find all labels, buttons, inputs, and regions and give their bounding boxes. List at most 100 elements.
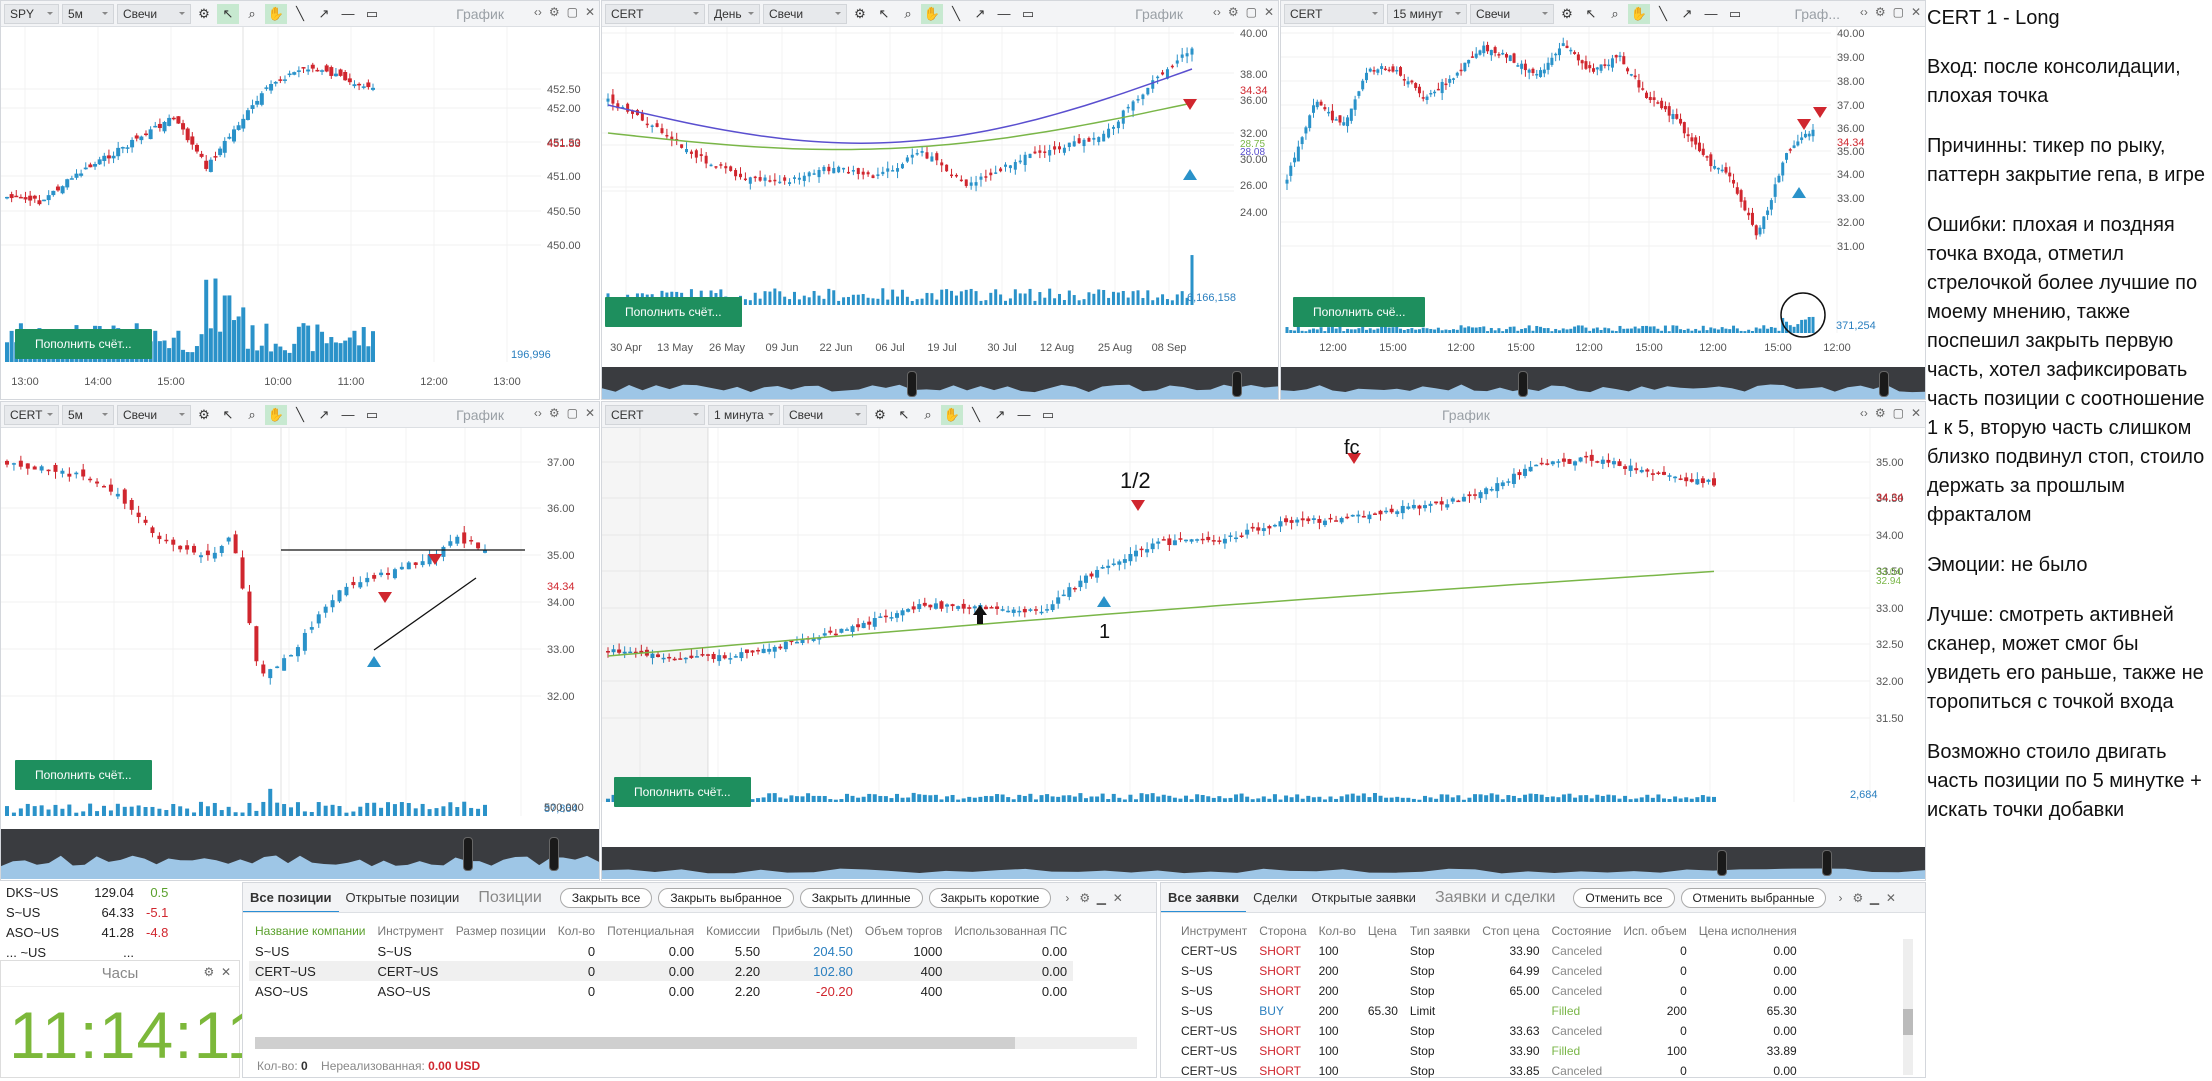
zoom-icon[interactable]: ⌕ — [904, 5, 912, 21]
table-row[interactable]: CERT~US SHORT 100 Stop 33.90 Canceled 0 0.00 — [1175, 941, 1803, 961]
close-icon[interactable]: ✕ — [1112, 890, 1123, 905]
column-header[interactable]: Инструмент — [377, 924, 444, 938]
close-icon[interactable]: ✕ — [220, 965, 231, 979]
link-icon[interactable]: ‹› — [1859, 406, 1868, 420]
interval-select[interactable]: День — [708, 3, 760, 24]
hand-icon[interactable]: ✋ — [1628, 3, 1650, 24]
rect-tool-icon[interactable]: ▭ — [365, 406, 379, 422]
gear-icon[interactable]: ⚙ — [548, 5, 560, 19]
line-tool-icon[interactable]: ╲ — [296, 406, 304, 422]
price-chart[interactable]: 452.50452.00451.50451.00450.50450.0013:0… — [1, 27, 599, 399]
close-selected-button[interactable]: Закрыть выбранное — [658, 887, 794, 908]
column-header[interactable]: Тип заявки — [1409, 924, 1471, 938]
ticker-select[interactable]: CERT — [4, 404, 59, 425]
table-row[interactable]: CERT~US SHORT 100 Stop 33.90 Filled 100 33.89 — [1175, 1041, 1803, 1061]
time-navigator[interactable] — [1, 829, 599, 879]
column-header[interactable]: Потенциальная — [607, 924, 695, 938]
hand-icon[interactable]: ✋ — [941, 404, 963, 425]
tab-all-orders[interactable]: Все заявки — [1161, 883, 1247, 912]
interval-select[interactable]: 1 минута — [708, 404, 780, 425]
column-header[interactable]: Стоп цена — [1482, 924, 1540, 938]
more-icon[interactable]: › — [1065, 890, 1070, 905]
topup-button[interactable]: Пополнить счёт... — [15, 329, 152, 359]
hline-tool-icon[interactable]: — — [1017, 407, 1031, 422]
column-header[interactable]: Прибыль (Net) — [772, 924, 853, 938]
ticker-select[interactable]: CERT — [605, 3, 705, 24]
watchlist-row[interactable]: DKS~US 129.04 0.5 — [0, 882, 174, 902]
close-icon[interactable]: ✕ — [1910, 406, 1921, 420]
close-icon[interactable]: ✕ — [584, 406, 595, 420]
close-icon[interactable]: ✕ — [1885, 890, 1896, 905]
rect-tool-icon[interactable]: ▭ — [1728, 5, 1742, 21]
indicators-icon[interactable]: ⚙ — [198, 5, 210, 21]
topup-button[interactable]: Пополнить счёт... — [15, 760, 152, 790]
column-header[interactable]: Название компании — [255, 924, 366, 938]
cursor-icon[interactable]: ↖ — [1585, 5, 1597, 21]
close-icon[interactable]: ✕ — [1910, 5, 1921, 19]
cursor-icon[interactable]: ↖ — [222, 406, 234, 422]
ticker-select[interactable]: SPY — [4, 3, 59, 24]
ticker-select[interactable]: CERT — [605, 404, 705, 425]
tab-open-positions[interactable]: Открытые позиции — [345, 890, 460, 905]
orders-scrollbar[interactable] — [1903, 939, 1913, 1075]
table-row[interactable]: CERT~US SHORT 100 Stop 33.85 Canceled 0 0.00 — [1175, 1061, 1803, 1081]
table-row[interactable]: S~US SHORT 200 Stop 64.99 Canceled 0 0.00 — [1175, 961, 1803, 981]
column-header[interactable]: Цена исполнения — [1698, 924, 1797, 938]
link-icon[interactable]: ‹› — [1212, 5, 1221, 19]
tab-trades[interactable]: Сделки — [1253, 890, 1298, 905]
table-row[interactable]: ASO~US ASO~US 0 0.00 2.20 -20.20 400 0.00 — [249, 981, 1073, 1001]
maximize-icon[interactable]: ▢ — [1892, 5, 1904, 19]
minimize-icon[interactable]: ▁ — [1869, 890, 1880, 905]
time-navigator[interactable] — [602, 847, 1925, 879]
watchlist-row[interactable]: S~US 64.33 -5.1 — [0, 902, 174, 922]
hline-tool-icon[interactable]: — — [341, 6, 355, 21]
link-icon[interactable]: ‹› — [533, 406, 542, 420]
cancel-selected-button[interactable]: Отменить выбранные — [1680, 887, 1827, 908]
line-tool-icon[interactable]: ╲ — [972, 406, 980, 422]
column-header[interactable]: Размер позиции — [455, 924, 546, 938]
line-tool-icon[interactable]: ╲ — [296, 5, 304, 21]
interval-select[interactable]: 5м — [62, 3, 114, 24]
maximize-icon[interactable]: ▢ — [566, 5, 578, 19]
rect-tool-icon[interactable]: ▭ — [1021, 5, 1035, 21]
hand-icon[interactable]: ✋ — [921, 3, 943, 24]
chart-type-select[interactable]: Свечи — [763, 3, 847, 24]
chart-type-select[interactable]: Свечи — [1470, 3, 1554, 24]
close-icon[interactable]: ✕ — [584, 5, 595, 19]
table-row[interactable]: CERT~US SHORT 100 Stop 33.63 Canceled 0 0.00 — [1175, 1021, 1803, 1041]
link-icon[interactable]: ‹› — [1859, 5, 1868, 19]
chart-type-select[interactable]: Свечи — [117, 404, 191, 425]
close-all-button[interactable]: Закрыть все — [559, 887, 653, 908]
table-row[interactable]: S~US SHORT 200 Stop 65.00 Canceled 0 0.00 — [1175, 981, 1803, 1001]
maximize-icon[interactable]: ▢ — [1892, 406, 1904, 420]
topup-button[interactable]: Пополнить счё... — [1293, 297, 1426, 327]
close-short-button[interactable]: Закрыть короткие — [928, 887, 1052, 908]
positions-scrollbar[interactable] — [255, 1037, 1137, 1049]
hand-icon[interactable]: ✋ — [265, 404, 287, 425]
tab-all-positions[interactable]: Все позиции — [243, 883, 339, 912]
price-chart[interactable]: 35.0034.5034.0033.5033.0032.5032.0031.50… — [602, 428, 1925, 828]
watchlist-row[interactable]: ... ~US... — [0, 942, 174, 962]
minimize-icon[interactable]: ▁ — [1096, 890, 1107, 905]
gear-icon[interactable]: ⚙ — [548, 406, 560, 420]
table-row[interactable]: S~US BUY 200 65.30 Limit Filled 200 65.30 — [1175, 1001, 1803, 1021]
gear-icon[interactable]: ⚙ — [1227, 5, 1239, 19]
column-header[interactable]: Инструмент — [1181, 924, 1248, 938]
column-header[interactable]: Кол-во — [557, 924, 596, 938]
gear-icon[interactable]: ⚙ — [1852, 890, 1864, 905]
gear-icon[interactable]: ⚙ — [1874, 406, 1886, 420]
arrow-tool-icon[interactable]: ↗ — [974, 5, 986, 21]
arrow-tool-icon[interactable]: ↗ — [318, 5, 330, 21]
interval-select[interactable]: 15 минут — [1387, 3, 1467, 24]
indicators-icon[interactable]: ⚙ — [198, 406, 210, 422]
line-tool-icon[interactable]: ╲ — [952, 5, 960, 21]
arrow-tool-icon[interactable]: ↗ — [1681, 5, 1693, 21]
zoom-icon[interactable]: ⌕ — [1611, 5, 1619, 21]
rect-tool-icon[interactable]: ▭ — [1041, 406, 1055, 422]
cancel-all-button[interactable]: Отменить все — [1573, 887, 1675, 908]
arrow-tool-icon[interactable]: ↗ — [994, 406, 1006, 422]
gear-icon[interactable]: ⚙ — [203, 965, 215, 979]
cursor-icon[interactable]: ↖ — [217, 3, 239, 24]
arrow-tool-icon[interactable]: ↗ — [318, 406, 330, 422]
